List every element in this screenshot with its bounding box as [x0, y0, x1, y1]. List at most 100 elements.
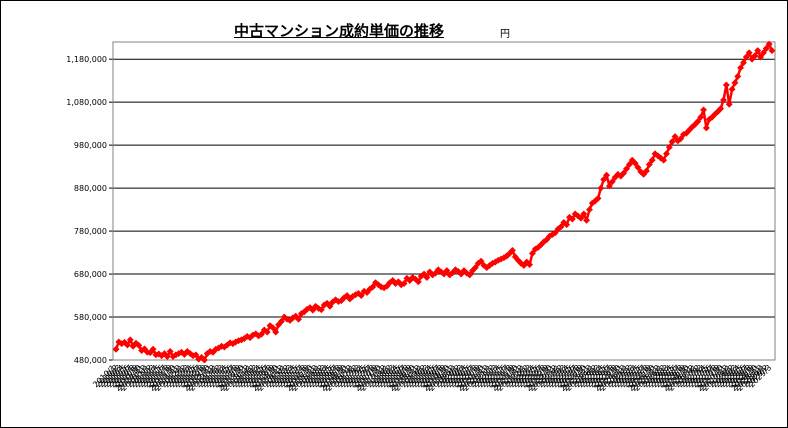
data-point: [765, 40, 773, 48]
data-point: [326, 302, 334, 310]
data-point: [759, 49, 767, 57]
y-tick-label: 1,180,000: [66, 55, 107, 64]
data-point: [642, 167, 651, 175]
data-point: [768, 47, 776, 55]
data-point: [126, 336, 134, 344]
data-point: [757, 53, 765, 61]
data-point: [660, 156, 668, 164]
data-point: [112, 345, 120, 353]
data-point: [662, 150, 671, 158]
y-tick-label: 880,000: [74, 184, 107, 193]
data-point: [657, 154, 665, 162]
data-point: [722, 81, 730, 89]
data-point: [600, 175, 608, 184]
y-tick-label: 780,000: [74, 227, 107, 236]
data-point: [585, 206, 594, 214]
data-point: [699, 106, 708, 114]
data-point: [625, 160, 633, 169]
data-point: [369, 283, 377, 291]
data-point: [580, 210, 588, 218]
data-point: [163, 353, 171, 361]
gridlines: [109, 58, 775, 361]
data-point: [745, 49, 753, 57]
data-point: [477, 257, 485, 265]
data-point: [603, 171, 611, 179]
data-point: [192, 351, 200, 359]
data-point: [277, 317, 285, 325]
data-point: [272, 328, 280, 336]
data-point: [725, 100, 733, 108]
data-point: [317, 306, 325, 314]
data-point: [560, 218, 568, 227]
data-point: [620, 169, 628, 177]
data-point: [166, 347, 174, 355]
data-point: [665, 143, 673, 151]
data-point: [651, 150, 659, 158]
unit-label: 円: [500, 29, 510, 40]
data-point: [200, 356, 208, 364]
data-point: [294, 315, 303, 323]
data-point: [654, 152, 662, 160]
data-point: [257, 330, 266, 338]
data-point: [577, 214, 585, 222]
data-point: [466, 271, 474, 279]
data-point: [739, 59, 748, 67]
data-point: [737, 64, 745, 72]
data-point: [423, 273, 431, 282]
data-point: [557, 223, 565, 231]
y-axis-tick-labels: 480,000 580,000 680,000 780,000 880,000 980,0…: [66, 55, 107, 365]
data-point: [563, 221, 571, 229]
data-point: [269, 324, 277, 332]
data-point: [751, 52, 759, 60]
data-point: [597, 184, 605, 192]
data-point: [123, 341, 131, 349]
data-point: [574, 212, 582, 220]
data-point: [648, 156, 656, 164]
data-point: [149, 345, 157, 353]
data-point: [645, 160, 653, 169]
series-unit-price: [112, 40, 776, 364]
data-point: [631, 159, 639, 167]
data-point: [400, 279, 408, 288]
data-point: [605, 182, 613, 190]
y-tick-label: 1,080,000: [66, 98, 107, 107]
data-point: [135, 341, 143, 349]
data-point: [508, 246, 517, 254]
data-point: [517, 259, 525, 267]
data-point: [694, 117, 702, 126]
data-point: [622, 165, 631, 173]
data-point: [731, 79, 739, 87]
data-point: [697, 113, 705, 121]
data-point: [571, 210, 579, 218]
data-point: [734, 72, 742, 80]
y-tick-label: 480,000: [74, 356, 107, 365]
data-point: [608, 178, 616, 186]
data-point: [668, 138, 676, 146]
x-axis-tick-labels: 2010/12010/22010/32010/42010/52010/62010…: [91, 363, 773, 393]
data-point: [357, 291, 365, 300]
data-point: [471, 264, 479, 272]
data-point: [528, 249, 536, 257]
plot-border: [112, 41, 776, 361]
data-point: [728, 85, 736, 93]
data-point: [594, 194, 602, 202]
y-tick-label: 980,000: [74, 141, 107, 150]
data-point: [762, 44, 770, 52]
data-point: [443, 267, 451, 275]
chart-title: 中古マンション成約単価の推移: [234, 22, 445, 40]
data-point: [583, 216, 591, 224]
data-point: [568, 215, 576, 223]
data-point: [414, 278, 422, 286]
y-tick-label: 580,000: [74, 313, 107, 322]
data-point: [702, 124, 710, 132]
data-point: [671, 132, 679, 141]
data-point: [186, 350, 194, 358]
data-point: [717, 105, 725, 113]
data-point: [742, 53, 750, 61]
plot-area-border: [112, 41, 776, 361]
data-point: [634, 163, 642, 172]
data-point: [263, 328, 271, 336]
data-point: [754, 47, 762, 55]
